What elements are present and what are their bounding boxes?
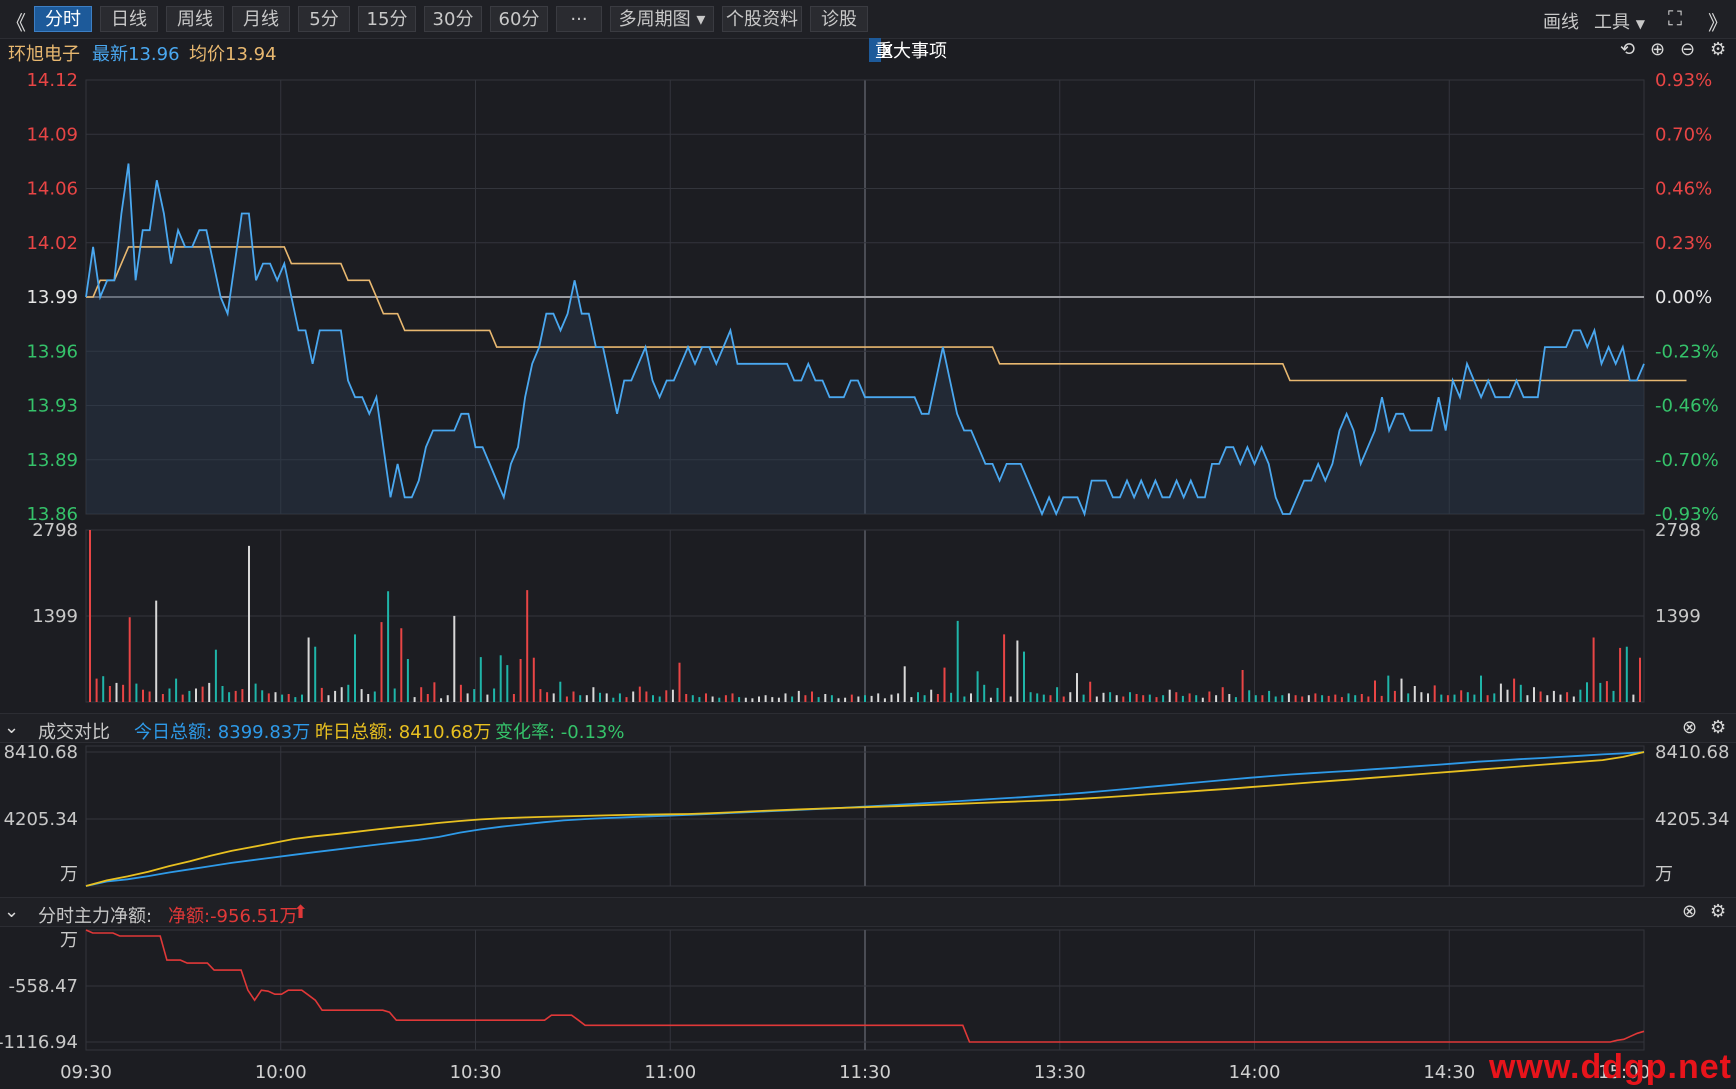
pct-tick-label: 0.00% [1655, 287, 1712, 308]
time-tick-label: 11:30 [839, 1062, 891, 1083]
up-arrow-icon: ⬆ [293, 902, 309, 923]
time-tick-label: 09:30 [60, 1062, 112, 1083]
pct-tick-label: -0.93% [1655, 504, 1719, 525]
tab-6[interactable]: 30分 [424, 6, 482, 32]
price-tick-label: 14.06 [26, 179, 78, 200]
price-tick-label: 14.09 [26, 124, 78, 145]
time-tick-label: 14:00 [1229, 1062, 1281, 1083]
price-tick-label: 13.99 [26, 287, 78, 308]
period-toolbar: 《 分时 日线 周线 月线 5分 15分 30分 60分 ··· 多周期图 ▾ 个股资料 诊股 画线 … [0, 0, 1736, 39]
change-rate: 变化率: -0.13% [495, 722, 625, 743]
fullscreen-icon[interactable]: ⛶ [1668, 6, 1682, 30]
panel-frame [85, 79, 1645, 515]
pct-tick-label: 0.70% [1655, 124, 1712, 145]
pct-tick-label: 0.23% [1655, 233, 1712, 254]
tab-3[interactable]: 月线 [232, 6, 290, 32]
price-line [85, 163, 1645, 518]
draw-line-button[interactable]: 画线 [1543, 12, 1579, 33]
time-tick-label: 10:00 [255, 1062, 307, 1083]
tab-7[interactable]: 60分 [490, 6, 548, 32]
close-icon[interactable]: ⊗ [1682, 901, 1698, 922]
turnover-tick-label: 8410.68 [1655, 742, 1729, 763]
turnover-tick-label: 4205.34 [4, 809, 78, 830]
pct-tick-label: -0.70% [1655, 450, 1719, 471]
undo-icon[interactable]: ⟲ [1620, 39, 1636, 60]
volume-tick-label: 2798 [32, 520, 78, 541]
tab-4[interactable]: 5分 [298, 6, 350, 32]
close-icon[interactable]: X [881, 41, 894, 62]
latest-price: 最新13.96 [92, 44, 180, 65]
stock-name: 环旭电子 [8, 44, 80, 65]
price-tick-label: 14.02 [26, 233, 78, 254]
time-tick-label: 13:30 [1034, 1062, 1086, 1083]
zoom-in-icon[interactable]: ⊕ [1650, 39, 1666, 60]
turnover-tick-label: 8410.68 [4, 742, 78, 763]
tab-0[interactable]: 分时 [34, 6, 92, 32]
price-tick-label: 13.89 [26, 450, 78, 471]
expand-right-icon[interactable]: 》 [1708, 11, 1728, 35]
net-amount: 净额:-956.51万 [168, 906, 298, 927]
time-tick-label: 11:00 [644, 1062, 696, 1083]
pct-tick-label: -0.23% [1655, 341, 1719, 362]
price-tick-label: 13.93 [26, 396, 78, 417]
price-tick-label: 13.86 [26, 504, 78, 525]
tools-label: 工具 [1594, 12, 1630, 33]
main-force-panel-title: 分时主力净额: [38, 906, 153, 927]
tab-8[interactable]: ··· [556, 6, 602, 32]
flow-tick-label: -1116.94 [0, 1032, 78, 1053]
yesterday-total: 昨日总额: 8410.68万 [315, 722, 492, 743]
price-tick-label: 14.12 [26, 70, 78, 91]
dropdown-arrow-icon: ▼ [1635, 17, 1645, 31]
main-force-net-line [85, 929, 1645, 1043]
turnover-tick-label: 万 [1655, 864, 1673, 885]
today-total: 今日总额: 8399.83万 [134, 722, 311, 743]
chevron-down-icon[interactable]: ⌄ [4, 901, 20, 922]
yesterday-turnover-line [85, 751, 1645, 887]
gear-icon[interactable]: ⚙ [1710, 901, 1727, 922]
major-event-label: 重大事项 [875, 41, 947, 62]
price-tick-label: 13.96 [26, 341, 78, 362]
average-price: 均价13.94 [189, 44, 277, 65]
major-event-tag[interactable]: 重大事项 X [869, 38, 947, 62]
collapse-left-icon[interactable]: 《 [6, 11, 26, 35]
zoom-out-icon[interactable]: ⊖ [1680, 39, 1696, 60]
panel-frame [85, 529, 1645, 703]
main-force-panel-bar: ⌄ 分时主力净额: 净额:-956.51万 ⬆ ⊗ ⚙ [0, 897, 1736, 927]
panel-frame [85, 745, 1645, 887]
avg-price-line [86, 246, 1687, 382]
time-tick-label: 10:30 [450, 1062, 502, 1083]
turnover-tick-label: 万 [60, 864, 78, 885]
tab-2[interactable]: 周线 [166, 6, 224, 32]
close-icon[interactable]: ⊗ [1682, 717, 1698, 738]
turnover-panel-title: 成交对比 [38, 722, 110, 743]
tab-1[interactable]: 日线 [100, 6, 158, 32]
tab-5[interactable]: 15分 [358, 6, 416, 32]
volume-tick-label: 1399 [1655, 606, 1701, 627]
flow-tick-label: -558.47 [9, 976, 78, 997]
pct-tick-label: -0.46% [1655, 396, 1719, 417]
panel-frame [85, 929, 1645, 1051]
pct-tick-label: 0.46% [1655, 179, 1712, 200]
site-watermark: www.ddgp.net [1488, 1048, 1732, 1086]
chevron-down-icon[interactable]: ⌄ [4, 717, 20, 738]
pct-tick-label: 0.93% [1655, 70, 1712, 91]
flow-tick-label: 万 [60, 930, 78, 951]
volume-tick-label: 1399 [32, 606, 78, 627]
tab-11[interactable]: 诊股 [810, 6, 868, 32]
quote-info-bar: 环旭电子 最新13.96 均价13.94 重大事项 X ⟲ ⊕ ⊖ ⚙ [0, 38, 1736, 66]
gear-icon[interactable]: ⚙ [1710, 39, 1727, 60]
time-tick-label: 14:30 [1423, 1062, 1475, 1083]
tab-9[interactable]: 多周期图 ▾ [610, 6, 714, 32]
tools-menu-button[interactable]: 工具 ▼ [1594, 8, 1645, 34]
volume-tick-label: 2798 [1655, 520, 1701, 541]
price-area [86, 163, 1644, 514]
tab-10[interactable]: 个股资料 [722, 6, 802, 32]
gear-icon[interactable]: ⚙ [1710, 717, 1727, 738]
turnover-panel-bar: ⌄ 成交对比 今日总额: 8399.83万 昨日总额: 8410.68万 变化率… [0, 713, 1736, 743]
turnover-tick-label: 4205.34 [1655, 809, 1729, 830]
today-turnover-line [85, 751, 1645, 887]
